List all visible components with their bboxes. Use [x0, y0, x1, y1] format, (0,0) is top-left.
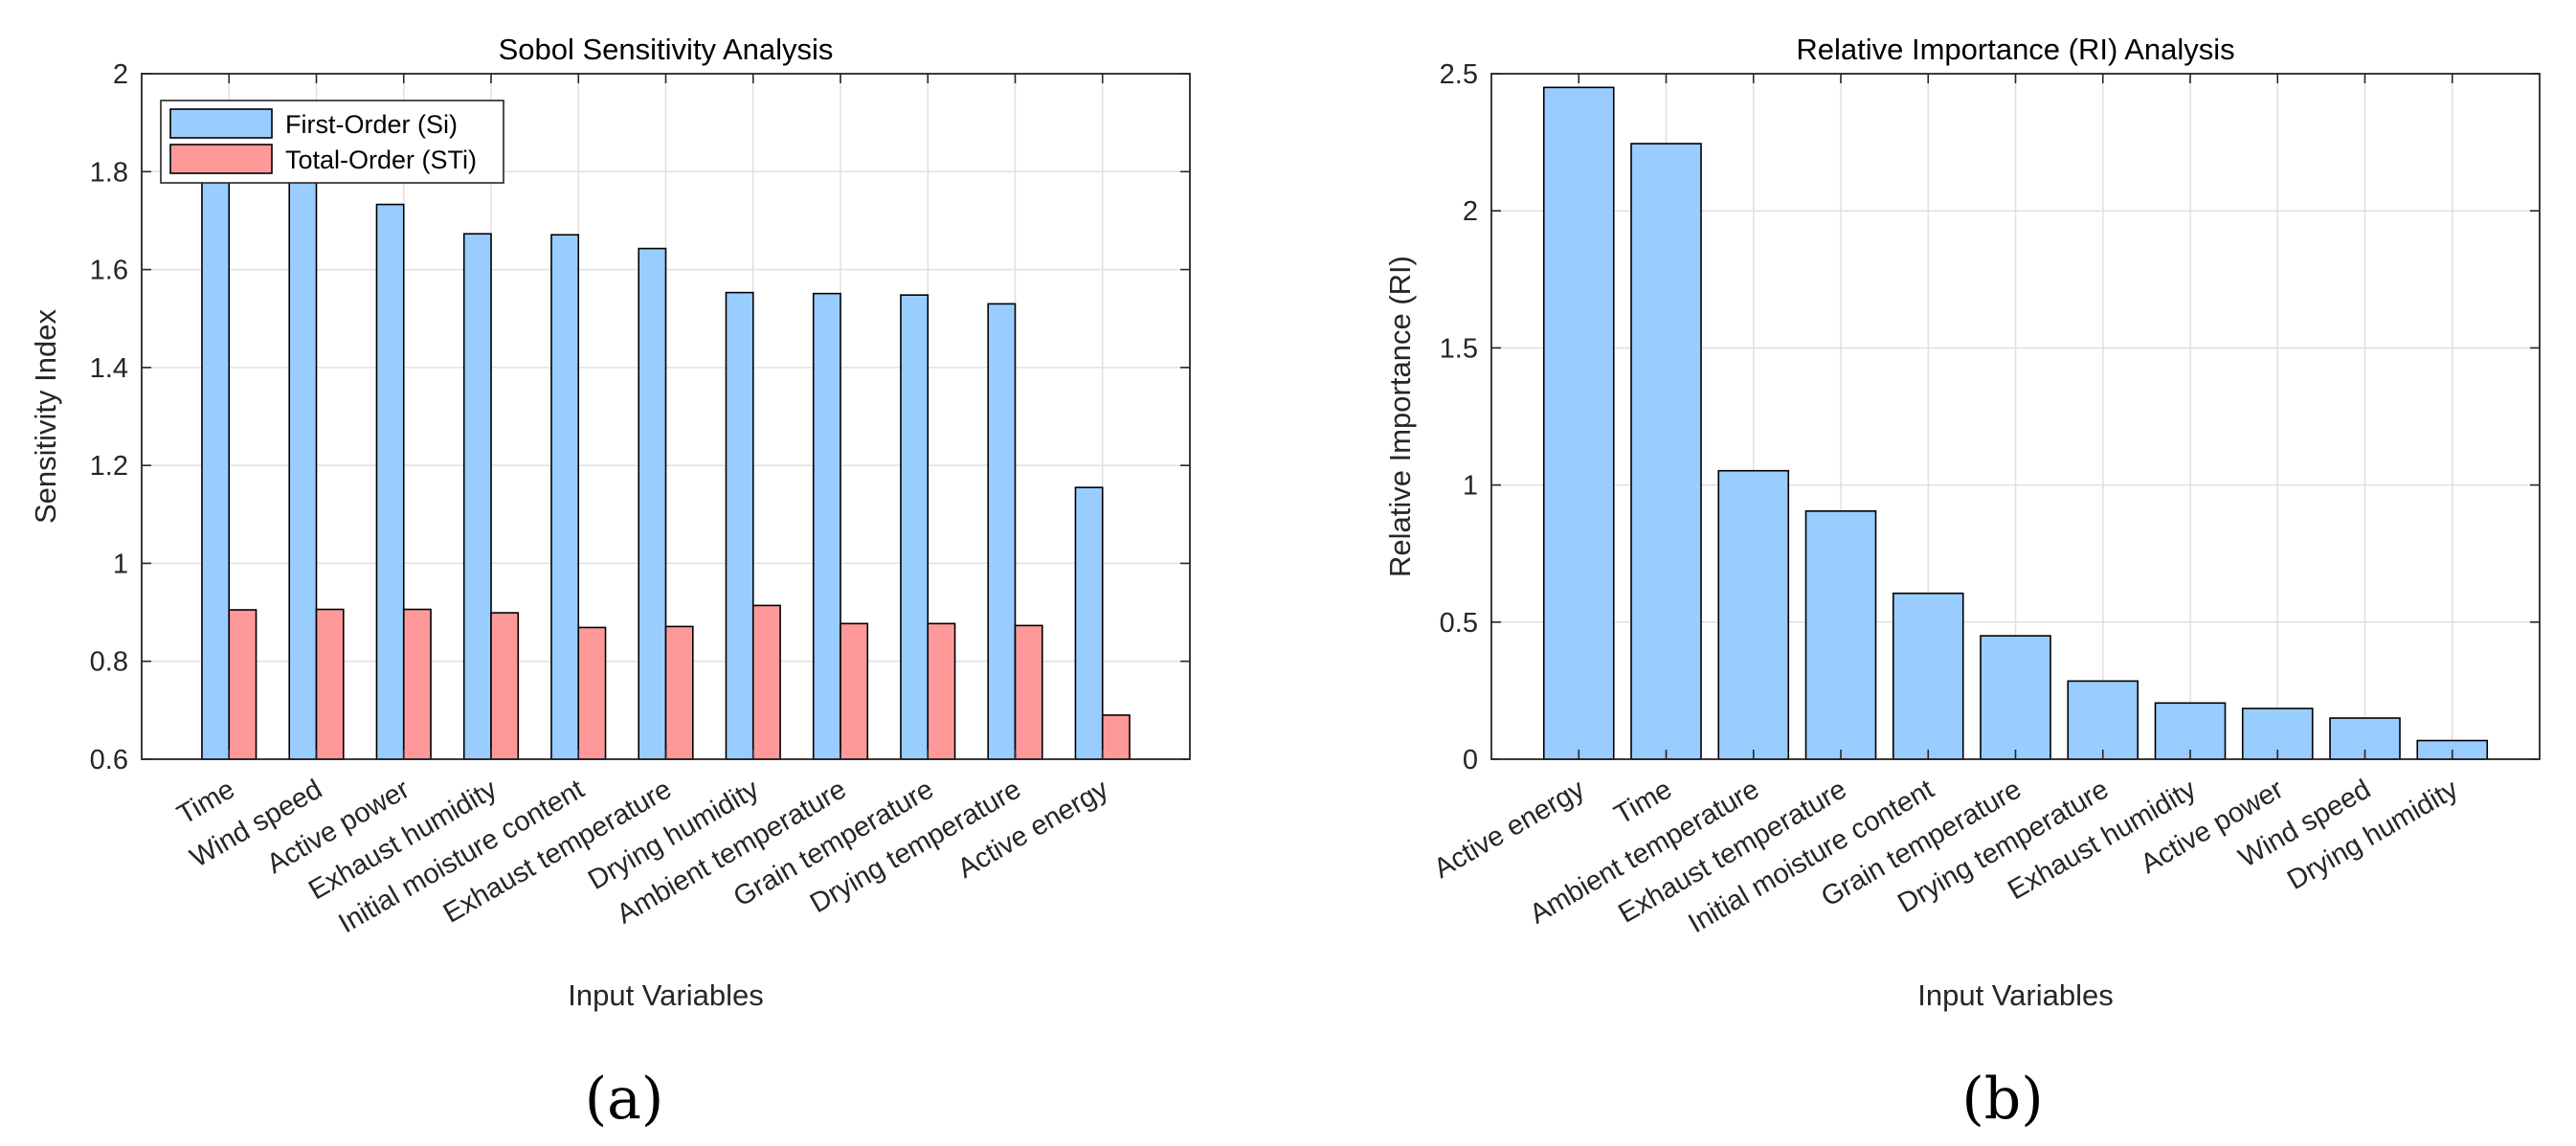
bar-first-order-5	[638, 247, 667, 760]
bar-5	[1980, 635, 2051, 760]
y-tick-label: 1.2	[90, 451, 128, 482]
y-tick-label: 1.4	[90, 353, 128, 384]
y-tick-label: 1.5	[1440, 333, 1478, 364]
x-axis-label: Input Variables	[568, 978, 764, 1012]
y-tick-label: 1.8	[90, 157, 128, 188]
y-tick-label: 2	[1463, 196, 1478, 227]
x-tick-label: Active energy	[1429, 774, 1591, 885]
y-tick-label: 0	[1463, 745, 1478, 775]
y-tick-label: 1	[113, 549, 128, 579]
legend-swatch	[169, 144, 273, 174]
legend-label: First-Order (Si)	[285, 110, 458, 139]
bar-4	[1892, 592, 1964, 760]
bar-total-order-9	[1014, 624, 1043, 760]
bar-first-order-4	[550, 234, 580, 760]
bar-first-order-1	[288, 175, 318, 760]
panel-caption: (a)	[585, 1066, 664, 1133]
bar-total-order-2	[402, 608, 432, 760]
chart-title: Relative Importance (RI) Analysis	[1796, 33, 2234, 66]
bar-total-order-4	[577, 626, 607, 760]
x-axis-label: Input Variables	[1917, 978, 2114, 1012]
legend: First-Order (Si) Total-Order (STi)	[160, 100, 504, 184]
bar-total-order-0	[228, 609, 258, 760]
legend-swatch	[169, 108, 273, 139]
y-axis-label: Relative Importance (RI)	[1383, 256, 1417, 577]
bar-6	[2067, 680, 2139, 760]
bar-first-order-10	[1074, 486, 1104, 760]
y-tick-label: 2	[113, 59, 128, 90]
bar-first-order-7	[812, 292, 841, 760]
bar-first-order-8	[900, 294, 930, 760]
chart-title: Sobol Sensitivity Analysis	[499, 33, 834, 66]
bar-total-order-1	[315, 608, 345, 760]
y-tick-label: 0.6	[90, 745, 128, 775]
bar-total-order-8	[927, 622, 956, 760]
y-tick-label: 0.5	[1440, 608, 1478, 639]
bar-total-order-6	[751, 604, 781, 760]
bar-total-order-3	[490, 612, 520, 760]
bar-first-order-3	[462, 233, 492, 760]
bar-first-order-2	[375, 203, 405, 760]
bar-first-order-9	[987, 303, 1017, 760]
bar-total-order-7	[840, 622, 869, 760]
x-tick-label: Active energy	[952, 774, 1114, 885]
bar-total-order-5	[664, 625, 694, 760]
panel-caption: (b)	[1961, 1066, 2043, 1133]
y-axis-label: Sensitivity Index	[29, 309, 62, 524]
bar-0	[1542, 86, 1615, 760]
bar-2	[1717, 469, 1790, 760]
legend-label: Total-Order (STi)	[285, 146, 477, 174]
bar-total-order-10	[1101, 714, 1131, 760]
bar-3	[1804, 510, 1877, 760]
y-tick-label: 1.6	[90, 256, 128, 286]
y-tick-label: 2.5	[1440, 59, 1478, 90]
bar-1	[1630, 143, 1702, 760]
bar-first-order-6	[725, 291, 754, 760]
bar-first-order-0	[201, 170, 231, 760]
y-tick-label: 0.8	[90, 647, 128, 678]
y-tick-label: 1	[1463, 471, 1478, 502]
